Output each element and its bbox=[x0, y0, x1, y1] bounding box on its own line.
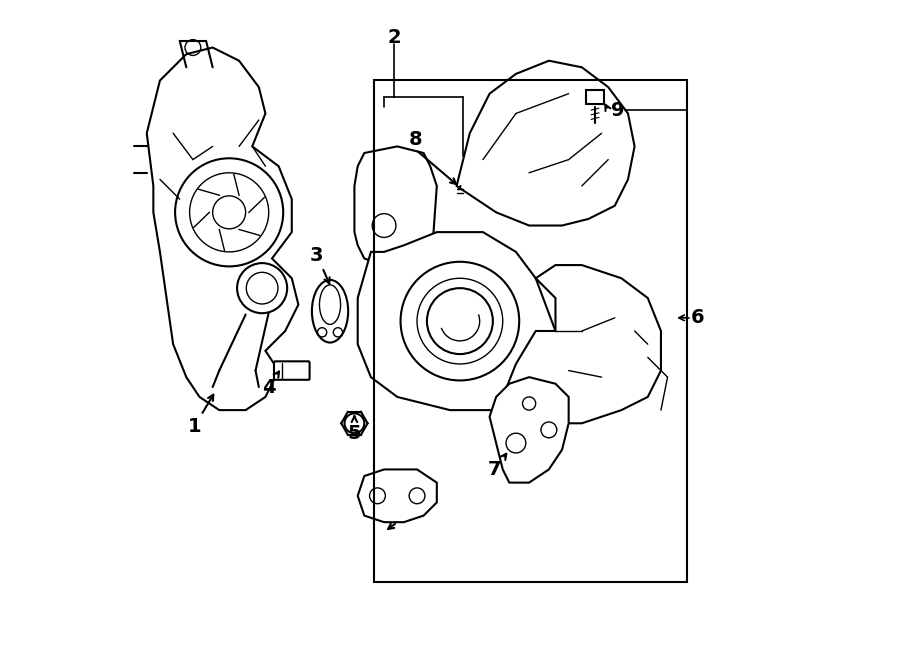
PathPatch shape bbox=[490, 377, 569, 483]
Text: 6: 6 bbox=[690, 308, 704, 327]
PathPatch shape bbox=[355, 146, 436, 265]
Text: 3: 3 bbox=[310, 246, 324, 265]
FancyBboxPatch shape bbox=[587, 90, 604, 104]
Text: 9: 9 bbox=[611, 101, 625, 120]
Text: 1: 1 bbox=[187, 417, 201, 436]
Text: 4: 4 bbox=[262, 377, 275, 397]
FancyBboxPatch shape bbox=[274, 361, 310, 380]
Ellipse shape bbox=[427, 288, 493, 354]
Ellipse shape bbox=[312, 280, 348, 342]
Bar bbox=[374, 81, 688, 581]
PathPatch shape bbox=[357, 232, 555, 410]
PathPatch shape bbox=[147, 48, 299, 410]
Text: 5: 5 bbox=[347, 424, 361, 443]
Ellipse shape bbox=[320, 285, 340, 324]
Text: 8: 8 bbox=[409, 130, 422, 150]
PathPatch shape bbox=[456, 61, 634, 226]
Text: 7: 7 bbox=[488, 460, 501, 479]
PathPatch shape bbox=[503, 265, 661, 423]
Text: 2: 2 bbox=[387, 28, 400, 47]
PathPatch shape bbox=[357, 469, 436, 522]
